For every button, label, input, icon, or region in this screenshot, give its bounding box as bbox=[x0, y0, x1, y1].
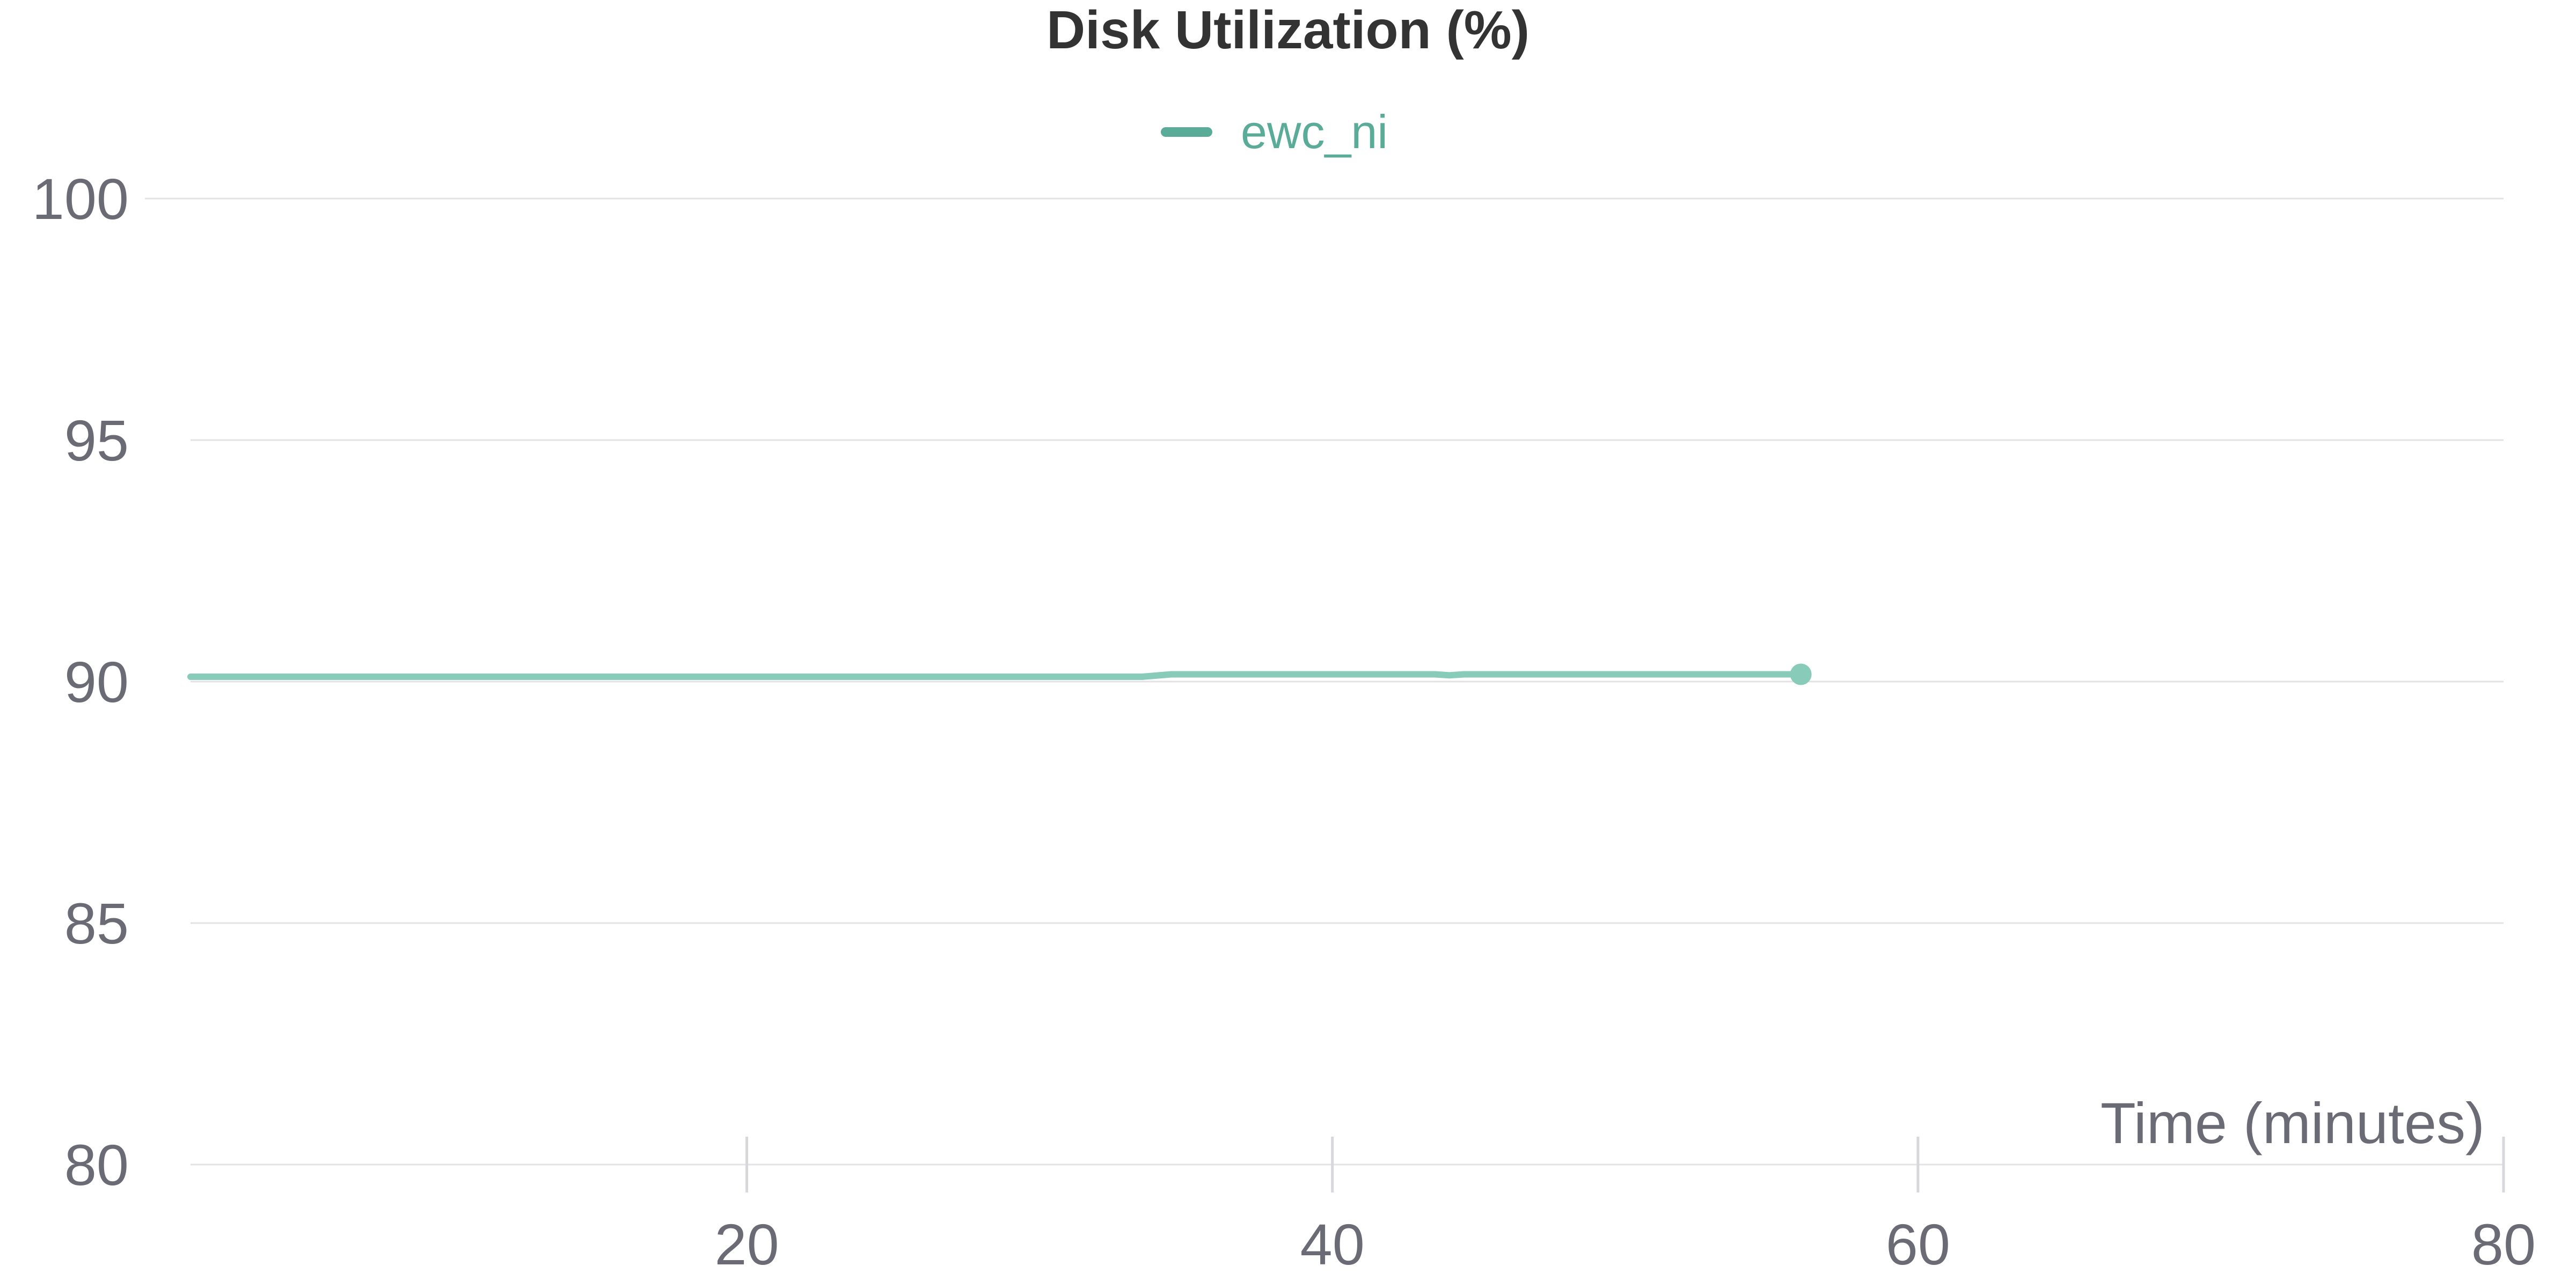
y-tick-label-95: 95 bbox=[64, 408, 129, 473]
series-end-point-ewc-ni[interactable] bbox=[1790, 663, 1812, 685]
x-tick-label-80: 80 bbox=[2471, 1212, 2536, 1277]
x-axis-ticks bbox=[745, 1137, 2505, 1192]
series-line-ewc-ni bbox=[187, 671, 1804, 680]
x-tick-label-60: 60 bbox=[1886, 1212, 1950, 1277]
y-tick-label-85: 85 bbox=[64, 891, 129, 956]
x-axis-title: Time (minutes) bbox=[2101, 1091, 2485, 1155]
x-tick-label-20: 20 bbox=[715, 1212, 779, 1277]
y-tick-label-80: 80 bbox=[64, 1132, 129, 1197]
chart-title: Disk Utilization (%) bbox=[1046, 0, 1529, 60]
x-axis-tick-labels: 20 40 60 80 bbox=[715, 1212, 2536, 1277]
legend[interactable]: ewc_ni bbox=[1161, 105, 1388, 158]
y-axis-tick-labels: 80 85 90 95 100 bbox=[32, 166, 129, 1197]
y-tick-label-100: 100 bbox=[32, 166, 129, 231]
legend-label-ewc-ni: ewc_ni bbox=[1241, 105, 1388, 158]
y-tick-label-90: 90 bbox=[64, 649, 129, 714]
y-gridlines bbox=[145, 197, 2504, 1166]
series-group bbox=[187, 663, 1812, 685]
x-tick-label-40: 40 bbox=[1300, 1212, 1365, 1277]
